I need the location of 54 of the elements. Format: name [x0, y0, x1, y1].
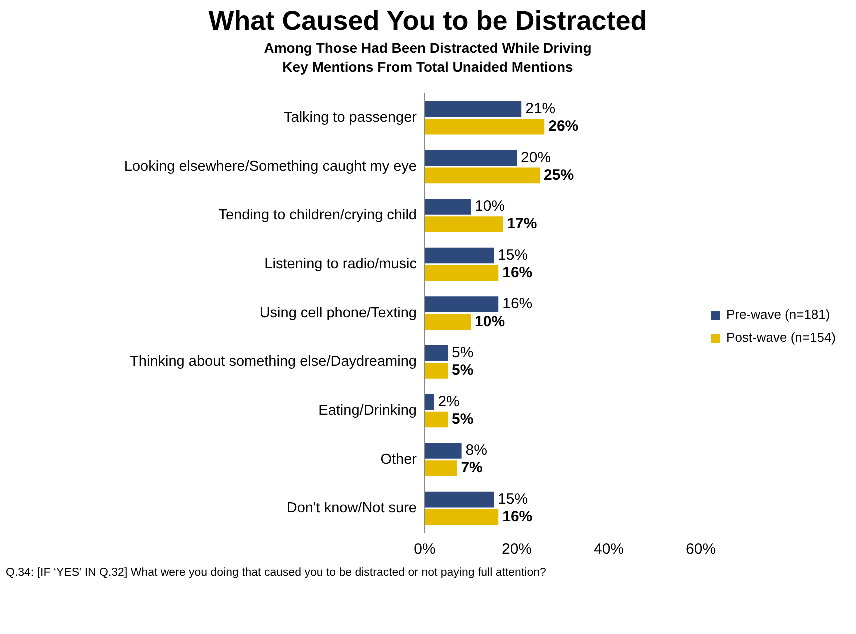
bar [425, 412, 448, 428]
data-label: 25% [544, 166, 574, 184]
bar [425, 345, 448, 362]
y-tick-label: Looking elsewhere/Something caught my eye [124, 158, 417, 175]
bar [425, 168, 540, 184]
data-label: 5% [452, 344, 474, 362]
data-label: 5% [452, 362, 474, 380]
data-label: 20% [521, 149, 552, 166]
bar [425, 394, 434, 410]
data-label: 10% [475, 198, 506, 216]
y-tick-label: Eating/Drinking [318, 402, 417, 419]
y-tick-label: Using cell phone/Texting [260, 305, 417, 322]
text: Q.34: [IF ‘YES’ IN Q.32] What were you doing that caused you to be distracted or not paying full attention? [5, 567, 548, 579]
bar [425, 296, 499, 312]
bar [425, 492, 494, 508]
x-tick-label: 0% [414, 541, 436, 558]
x-tick-label: 60% [686, 541, 716, 558]
bar [425, 101, 522, 118]
data-label: 16% [502, 264, 533, 282]
bar [425, 509, 499, 526]
y-tick-label: Listening to radio/music [264, 256, 417, 273]
bar [425, 265, 499, 282]
bar [425, 443, 462, 459]
legend-label: Pre-wave (n=181) [726, 307, 830, 322]
bar [425, 248, 494, 264]
data-label: 26% [548, 118, 579, 136]
bar [425, 118, 545, 135]
data-label: 2% [438, 393, 460, 410]
y-tick-label: Don't know/Not sure [286, 500, 417, 517]
data-label: 17% [507, 216, 538, 233]
y-tick-label: Other [380, 452, 418, 468]
bar [425, 460, 458, 476]
data-label: 10% [475, 313, 506, 330]
chart-title: What Caused You to be Distracted [208, 6, 648, 37]
data-label: 5% [452, 410, 474, 428]
y-tick-label: Thinking about something else/Daydreaming [130, 354, 417, 370]
bar [425, 199, 472, 215]
data-label: 7% [461, 460, 483, 477]
data-label: 16% [502, 508, 533, 526]
x-tick-label: 40% [594, 541, 624, 558]
legend-label: Post-wave (n=154) [726, 330, 836, 346]
data-label: 15% [498, 490, 528, 508]
bar [425, 314, 472, 330]
y-tick-label: Talking to passenger [284, 110, 418, 126]
y-tick-label: Tending to children/crying child [218, 208, 417, 224]
bar [425, 150, 518, 166]
x-tick-label: 20% [502, 541, 532, 558]
bar [425, 216, 504, 232]
data-label: 15% [498, 246, 528, 264]
bar [425, 363, 448, 379]
data-label: 16% [502, 296, 533, 313]
chart-subtitle: Among Those Had Been Distracted While Driving Key Mentions From Total Unaided Mentions [263, 39, 593, 77]
data-label: 21% [526, 100, 556, 118]
data-label: 8% [466, 442, 488, 460]
